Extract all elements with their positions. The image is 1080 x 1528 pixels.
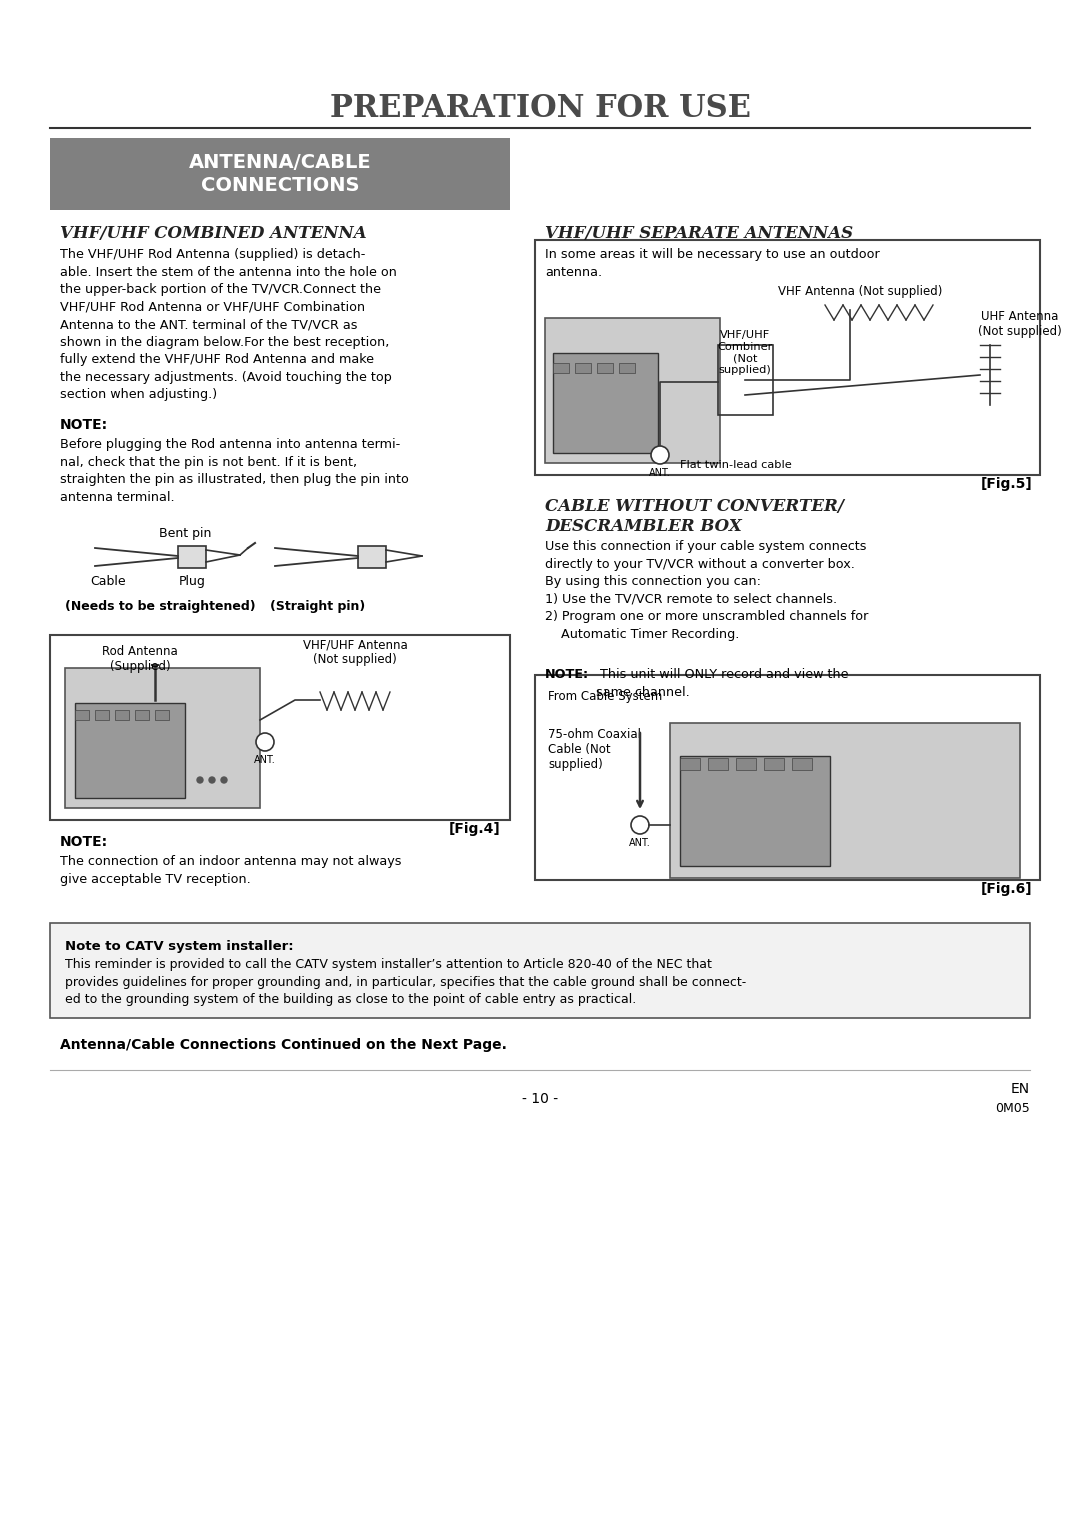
Bar: [792, 758, 812, 770]
Bar: [670, 723, 1020, 879]
Bar: [95, 711, 109, 720]
Text: NOTE:: NOTE:: [60, 834, 108, 850]
Bar: [65, 668, 260, 808]
Text: [Fig.5]: [Fig.5]: [981, 477, 1032, 490]
Text: This unit will ONLY record and view the
same channel.: This unit will ONLY record and view the …: [596, 668, 849, 698]
Bar: [680, 756, 831, 866]
Text: (Straight pin): (Straight pin): [270, 601, 365, 613]
Circle shape: [210, 778, 215, 782]
Bar: [50, 138, 510, 209]
Bar: [535, 240, 1040, 475]
Bar: [357, 545, 386, 568]
Text: Antenna/Cable Connections Continued on the Next Page.: Antenna/Cable Connections Continued on t…: [60, 1038, 507, 1051]
Text: Use this connection if your cable system connects
directly to your TV/VCR withou: Use this connection if your cable system…: [545, 539, 868, 640]
Bar: [619, 364, 635, 373]
Bar: [680, 758, 700, 770]
Text: Bent pin: Bent pin: [159, 527, 212, 539]
Text: [Fig.4]: [Fig.4]: [448, 822, 500, 836]
Text: - 10 -: - 10 -: [522, 1093, 558, 1106]
Text: ANT.: ANT.: [630, 837, 651, 848]
Text: VHF/UHF COMBINED ANTENNA: VHF/UHF COMBINED ANTENNA: [60, 225, 366, 241]
Text: NOTE:: NOTE:: [545, 668, 589, 681]
Text: The VHF/UHF Rod Antenna (supplied) is detach-
able. Insert the stem of the anten: The VHF/UHF Rod Antenna (supplied) is de…: [60, 248, 396, 400]
Text: From Cable System: From Cable System: [548, 691, 662, 703]
Bar: [553, 364, 569, 373]
Text: [Fig.6]: [Fig.6]: [981, 882, 1032, 895]
Bar: [156, 711, 168, 720]
Text: VHF/UHF Antenna
(Not supplied): VHF/UHF Antenna (Not supplied): [302, 639, 407, 666]
Bar: [114, 711, 129, 720]
Text: ANT.: ANT.: [254, 755, 275, 766]
Bar: [135, 711, 149, 720]
Text: Cable: Cable: [91, 575, 125, 588]
Text: Before plugging the Rod antenna into antenna termi-
nal, check that the pin is n: Before plugging the Rod antenna into ant…: [60, 439, 409, 504]
Circle shape: [221, 778, 227, 782]
Text: PREPARATION FOR USE: PREPARATION FOR USE: [329, 93, 751, 124]
Text: In some areas it will be necessary to use an outdoor
antenna.: In some areas it will be necessary to us…: [545, 248, 880, 278]
Bar: [545, 318, 720, 463]
Bar: [75, 711, 89, 720]
Text: (Needs to be straightened): (Needs to be straightened): [65, 601, 256, 613]
Circle shape: [651, 446, 669, 465]
Text: Note to CATV system installer:: Note to CATV system installer:: [65, 940, 294, 953]
Bar: [178, 545, 206, 568]
Text: VHF Antenna (Not supplied): VHF Antenna (Not supplied): [778, 286, 942, 298]
Bar: [597, 364, 613, 373]
Bar: [718, 345, 773, 416]
Text: This reminder is provided to call the CATV system installer’s attention to Artic: This reminder is provided to call the CA…: [65, 958, 746, 1005]
Bar: [764, 758, 784, 770]
Text: 75-ohm Coaxial
Cable (Not
supplied): 75-ohm Coaxial Cable (Not supplied): [548, 727, 642, 772]
Text: CABLE WITHOUT CONVERTER/
DESCRAMBLER BOX: CABLE WITHOUT CONVERTER/ DESCRAMBLER BOX: [545, 498, 843, 535]
Bar: [735, 758, 756, 770]
Text: UHF Antenna
(Not supplied): UHF Antenna (Not supplied): [978, 310, 1062, 338]
Circle shape: [256, 733, 274, 750]
Text: Rod Antenna
(Supplied): Rod Antenna (Supplied): [103, 645, 178, 672]
Bar: [535, 675, 1040, 880]
Bar: [50, 923, 1030, 1018]
Bar: [708, 758, 728, 770]
Bar: [553, 353, 658, 452]
Text: Plug: Plug: [178, 575, 205, 588]
Text: ANT.: ANT.: [649, 468, 671, 478]
Text: 0M05: 0M05: [996, 1102, 1030, 1115]
Text: The connection of an indoor antenna may not always
give acceptable TV reception.: The connection of an indoor antenna may …: [60, 856, 402, 886]
Circle shape: [197, 778, 203, 782]
Bar: [75, 703, 185, 798]
Circle shape: [631, 816, 649, 834]
Text: ANTENNA/CABLE
CONNECTIONS: ANTENNA/CABLE CONNECTIONS: [189, 153, 372, 196]
Text: Flat twin-lead cable: Flat twin-lead cable: [680, 460, 792, 471]
Text: VHF/UHF SEPARATE ANTENNAS: VHF/UHF SEPARATE ANTENNAS: [545, 225, 853, 241]
Text: VHF/UHF
Combiner
(Not
supplied): VHF/UHF Combiner (Not supplied): [717, 330, 772, 374]
Text: EN: EN: [1011, 1082, 1030, 1096]
Bar: [575, 364, 591, 373]
Text: NOTE:: NOTE:: [60, 419, 108, 432]
Bar: [50, 636, 510, 821]
